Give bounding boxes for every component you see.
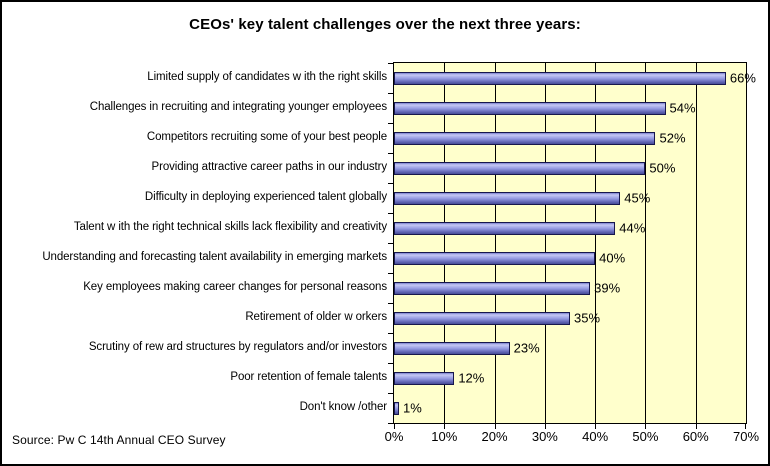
x-axis-tick [695, 423, 697, 429]
x-axis-tick-label: 70% [732, 429, 760, 444]
value-label: 44% [619, 220, 646, 236]
x-axis-tick [595, 423, 597, 429]
category-axis-labels: Limited supply of candidates w ith the r… [2, 62, 387, 422]
x-axis-tick-label: 10% [431, 429, 458, 444]
bar: 54% [394, 101, 696, 116]
x-axis-tick-label: 30% [531, 429, 558, 444]
bar: 35% [394, 311, 600, 326]
category-tick [388, 363, 394, 364]
value-label: 35% [574, 310, 601, 326]
category-label: Providing attractive career paths in our… [151, 161, 388, 173]
value-label: 52% [659, 130, 686, 146]
bar: 1% [394, 401, 422, 416]
bar: 44% [394, 221, 645, 236]
gridline [695, 63, 697, 423]
category-tick [388, 183, 394, 184]
x-axis-labels: 0% 10% 20% 30% 40% 50% 60% 70% [385, 429, 759, 445]
category-label: Talent w ith the right technical skills … [73, 221, 387, 233]
gridline [444, 63, 446, 423]
gridline [645, 63, 647, 423]
x-axis-tick [494, 423, 496, 429]
category-tick [388, 213, 394, 214]
bar: 45% [394, 191, 650, 206]
bar: 50% [394, 161, 675, 176]
value-label: 40% [599, 250, 626, 266]
gridline [494, 63, 496, 423]
category-tick [388, 153, 394, 154]
bar: 23% [394, 341, 540, 356]
x-axis-tick-label: 50% [632, 429, 659, 444]
source-note: Source: Pw C 14th Annual CEO Survey [12, 433, 226, 447]
x-axis-tick [544, 423, 546, 429]
category-label: Key employees making career changes for … [83, 281, 387, 293]
value-label: 45% [624, 190, 651, 206]
x-axis-tick [745, 423, 746, 429]
value-label: 39% [594, 280, 621, 296]
value-label: 66% [729, 70, 756, 86]
category-tick [388, 123, 394, 124]
category-tick [388, 93, 394, 94]
x-axis-tick [645, 423, 647, 429]
x-axis-tick-label: 60% [682, 429, 709, 444]
bar: 12% [394, 371, 484, 386]
category-tick [388, 333, 394, 334]
value-label: 23% [513, 340, 540, 356]
category-tick [388, 393, 394, 394]
bar: 40% [394, 251, 625, 266]
category-label: Retirement of older w orkers [245, 311, 387, 323]
gridline [595, 63, 597, 423]
category-label: Difficulty in deploying experienced tale… [144, 191, 387, 203]
category-label: Understanding and forecasting talent ava… [42, 251, 387, 263]
category-label: Challenges in recruiting and integrating… [89, 101, 387, 113]
value-label: 12% [458, 370, 485, 386]
category-tick [388, 243, 394, 244]
x-axis-tick-label: 0% [384, 429, 404, 444]
category-tick [388, 423, 394, 424]
bar: 52% [394, 131, 686, 146]
x-axis-tick-label: 40% [582, 429, 609, 444]
category-label: Poor retention of female talents [230, 371, 387, 383]
value-label: 54% [669, 100, 696, 116]
category-tick [388, 273, 394, 274]
value-label: 50% [649, 160, 676, 176]
category-label: Limited supply of candidates w ith the r… [147, 71, 387, 83]
category-label: Scrutiny of rew ard structures by regula… [88, 341, 387, 353]
bar: 66% [394, 71, 756, 86]
x-axis-tick-label: 20% [481, 429, 508, 444]
x-axis-tick [444, 423, 446, 429]
category-label: Competitors recruiting some of your best… [146, 131, 387, 143]
category-tick [388, 63, 394, 64]
bar: 39% [394, 281, 620, 296]
chart-title: CEOs' key talent challenges over the nex… [189, 16, 581, 33]
category-label: Don't know /other [299, 401, 388, 413]
x-axis-tick [394, 423, 395, 429]
category-tick [388, 303, 394, 304]
plot-area: 66% 54% 52% 50% 45% 44% 40% 39% 35% 23% 12% 1% [388, 62, 756, 429]
gridline [544, 63, 546, 423]
value-label: 1% [403, 400, 422, 416]
